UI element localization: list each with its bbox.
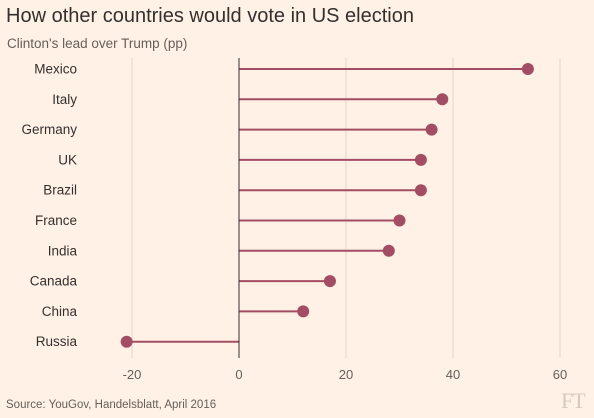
- dot-mexico: [521, 63, 534, 75]
- lollipop-dots: [120, 63, 534, 348]
- category-label-germany: Germany: [21, 122, 77, 137]
- x-axis-tick-labels: -20 0 20 40 60: [123, 367, 568, 382]
- dot-russia: [120, 335, 133, 348]
- category-label-china: China: [42, 304, 78, 319]
- dot-canada: [323, 275, 336, 288]
- chart-title: How other countries would vote in US ele…: [6, 5, 414, 27]
- ft-logo: FT: [561, 388, 586, 413]
- source-note: Source: YouGov, Handelsblatt, April 2016: [6, 399, 217, 411]
- category-label-india: India: [48, 243, 78, 258]
- category-label-italy: Italy: [52, 92, 77, 107]
- category-label-mexico: Mexico: [34, 62, 77, 77]
- dot-india: [382, 244, 395, 257]
- x-tick-label: -20: [123, 367, 142, 382]
- category-label-brazil: Brazil: [43, 183, 77, 198]
- category-label-uk: UK: [58, 152, 77, 167]
- x-tick-label: 40: [446, 367, 460, 382]
- x-tick-label: 60: [553, 367, 567, 382]
- x-tick-label: 0: [235, 367, 242, 382]
- lollipop-chart: Mexico Italy Germany UK Brazil France India Can…: [21, 58, 568, 382]
- dot-germany: [425, 123, 438, 136]
- dot-france: [393, 214, 406, 227]
- dot-uk: [414, 153, 427, 166]
- category-label-france: France: [35, 213, 77, 228]
- category-label-russia: Russia: [36, 334, 78, 349]
- category-label-canada: Canada: [30, 274, 78, 289]
- x-tick-label: 20: [339, 367, 353, 382]
- gridlines: [131, 58, 561, 358]
- lollipop-stems: [126, 68, 528, 343]
- category-labels: Mexico Italy Germany UK Brazil France India Can…: [21, 62, 77, 350]
- chart-subtitle: Clinton's lead over Trump (pp): [7, 36, 188, 51]
- dot-brazil: [414, 184, 427, 197]
- dot-china: [297, 305, 310, 318]
- dot-italy: [436, 93, 449, 106]
